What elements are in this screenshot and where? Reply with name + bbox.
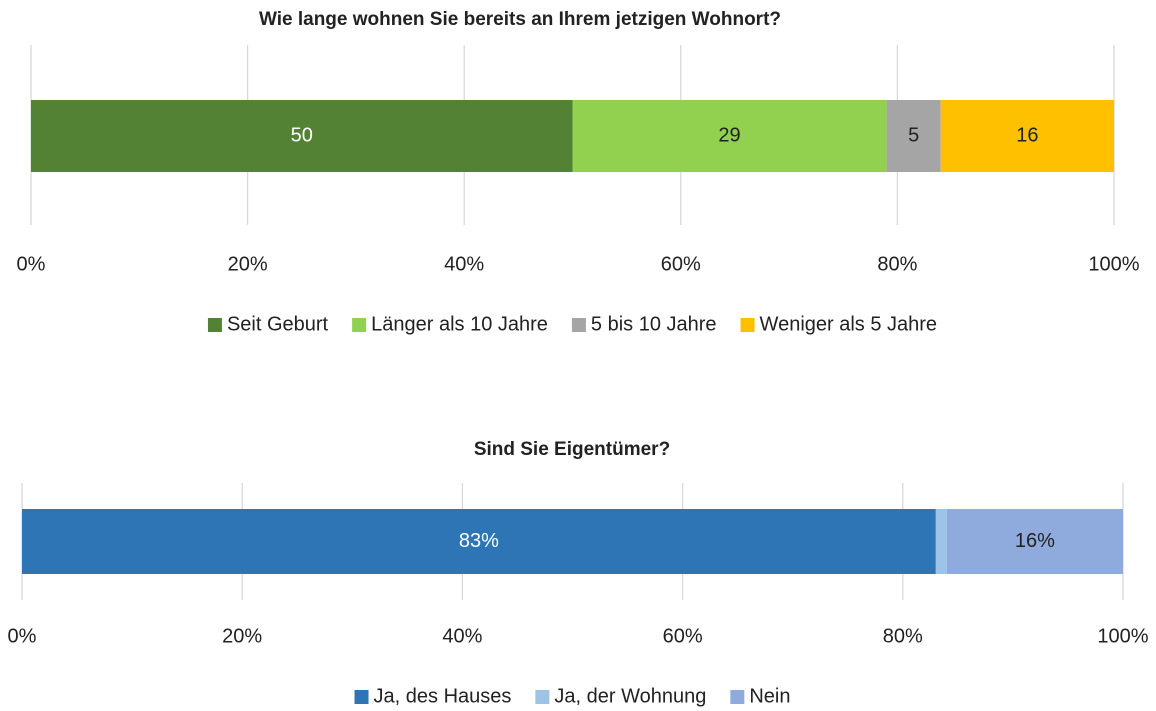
legend-swatch [730, 690, 745, 704]
legend-swatch [535, 690, 550, 704]
legend-item: Ja, der Wohnung [535, 685, 706, 707]
bar-segment [31, 100, 573, 172]
bar-segment [572, 100, 887, 172]
chart-title: Wie lange wohnen Sie bereits an Ihrem je… [259, 9, 781, 30]
legend-swatch [740, 318, 755, 332]
data-label: 16 [1016, 124, 1038, 146]
x-tick-label: 40% [444, 253, 484, 275]
legend-item: Weniger als 5 Jahre [740, 313, 938, 335]
legend-label: Länger als 10 Jahre [371, 313, 548, 335]
legend-label: Nein [749, 685, 790, 707]
legend-item: Ja, des Hauses [354, 685, 512, 707]
x-tick-label: 100% [1088, 253, 1139, 275]
data-label: 50 [291, 124, 313, 146]
x-tick-label: 20% [222, 625, 262, 647]
x-tick-label: 20% [228, 253, 268, 275]
data-label: 16% [1015, 530, 1055, 552]
x-tick-label: 60% [663, 625, 703, 647]
legend-item: 5 bis 10 Jahre [571, 313, 717, 335]
legend-label: Ja, der Wohnung [554, 685, 706, 707]
x-tick-label: 40% [442, 625, 482, 647]
legend-swatch [571, 318, 586, 332]
legend-swatch [354, 690, 369, 704]
legend-label: Weniger als 5 Jahre [760, 313, 938, 335]
data-label: 5 [908, 124, 919, 146]
legend: Seit Geburt Länger als 10 Jahre 5 bis 10 J… [207, 313, 938, 335]
bar-segment [22, 509, 936, 574]
legend-item: Länger als 10 Jahre [352, 313, 548, 335]
bar-segment [940, 100, 1114, 172]
data-label: 83% [459, 530, 499, 552]
legend-swatch [207, 318, 222, 332]
chart-title: Sind Sie Eigentümer? [474, 439, 670, 460]
x-tick-label: 0% [8, 625, 37, 647]
x-tick-label: 80% [883, 625, 923, 647]
x-tick-label: 100% [1097, 625, 1148, 647]
bar-segment [946, 509, 1123, 574]
legend: Ja, des Hauses Ja, der Wohnung Nein [354, 685, 790, 707]
legend-item: Seit Geburt [207, 313, 329, 335]
legend-item: Nein [730, 685, 790, 707]
legend-label: Seit Geburt [227, 313, 329, 335]
x-tick-label: 60% [661, 253, 701, 275]
legend-swatch [352, 318, 367, 332]
legend-label: 5 bis 10 Jahre [591, 313, 717, 335]
x-tick-label: 0% [17, 253, 46, 275]
legend-label: Ja, des Hauses [374, 685, 512, 707]
bar-segment [886, 100, 941, 172]
data-label: 29 [718, 124, 740, 146]
x-tick-label: 80% [877, 253, 917, 275]
bar-segment [935, 509, 947, 574]
